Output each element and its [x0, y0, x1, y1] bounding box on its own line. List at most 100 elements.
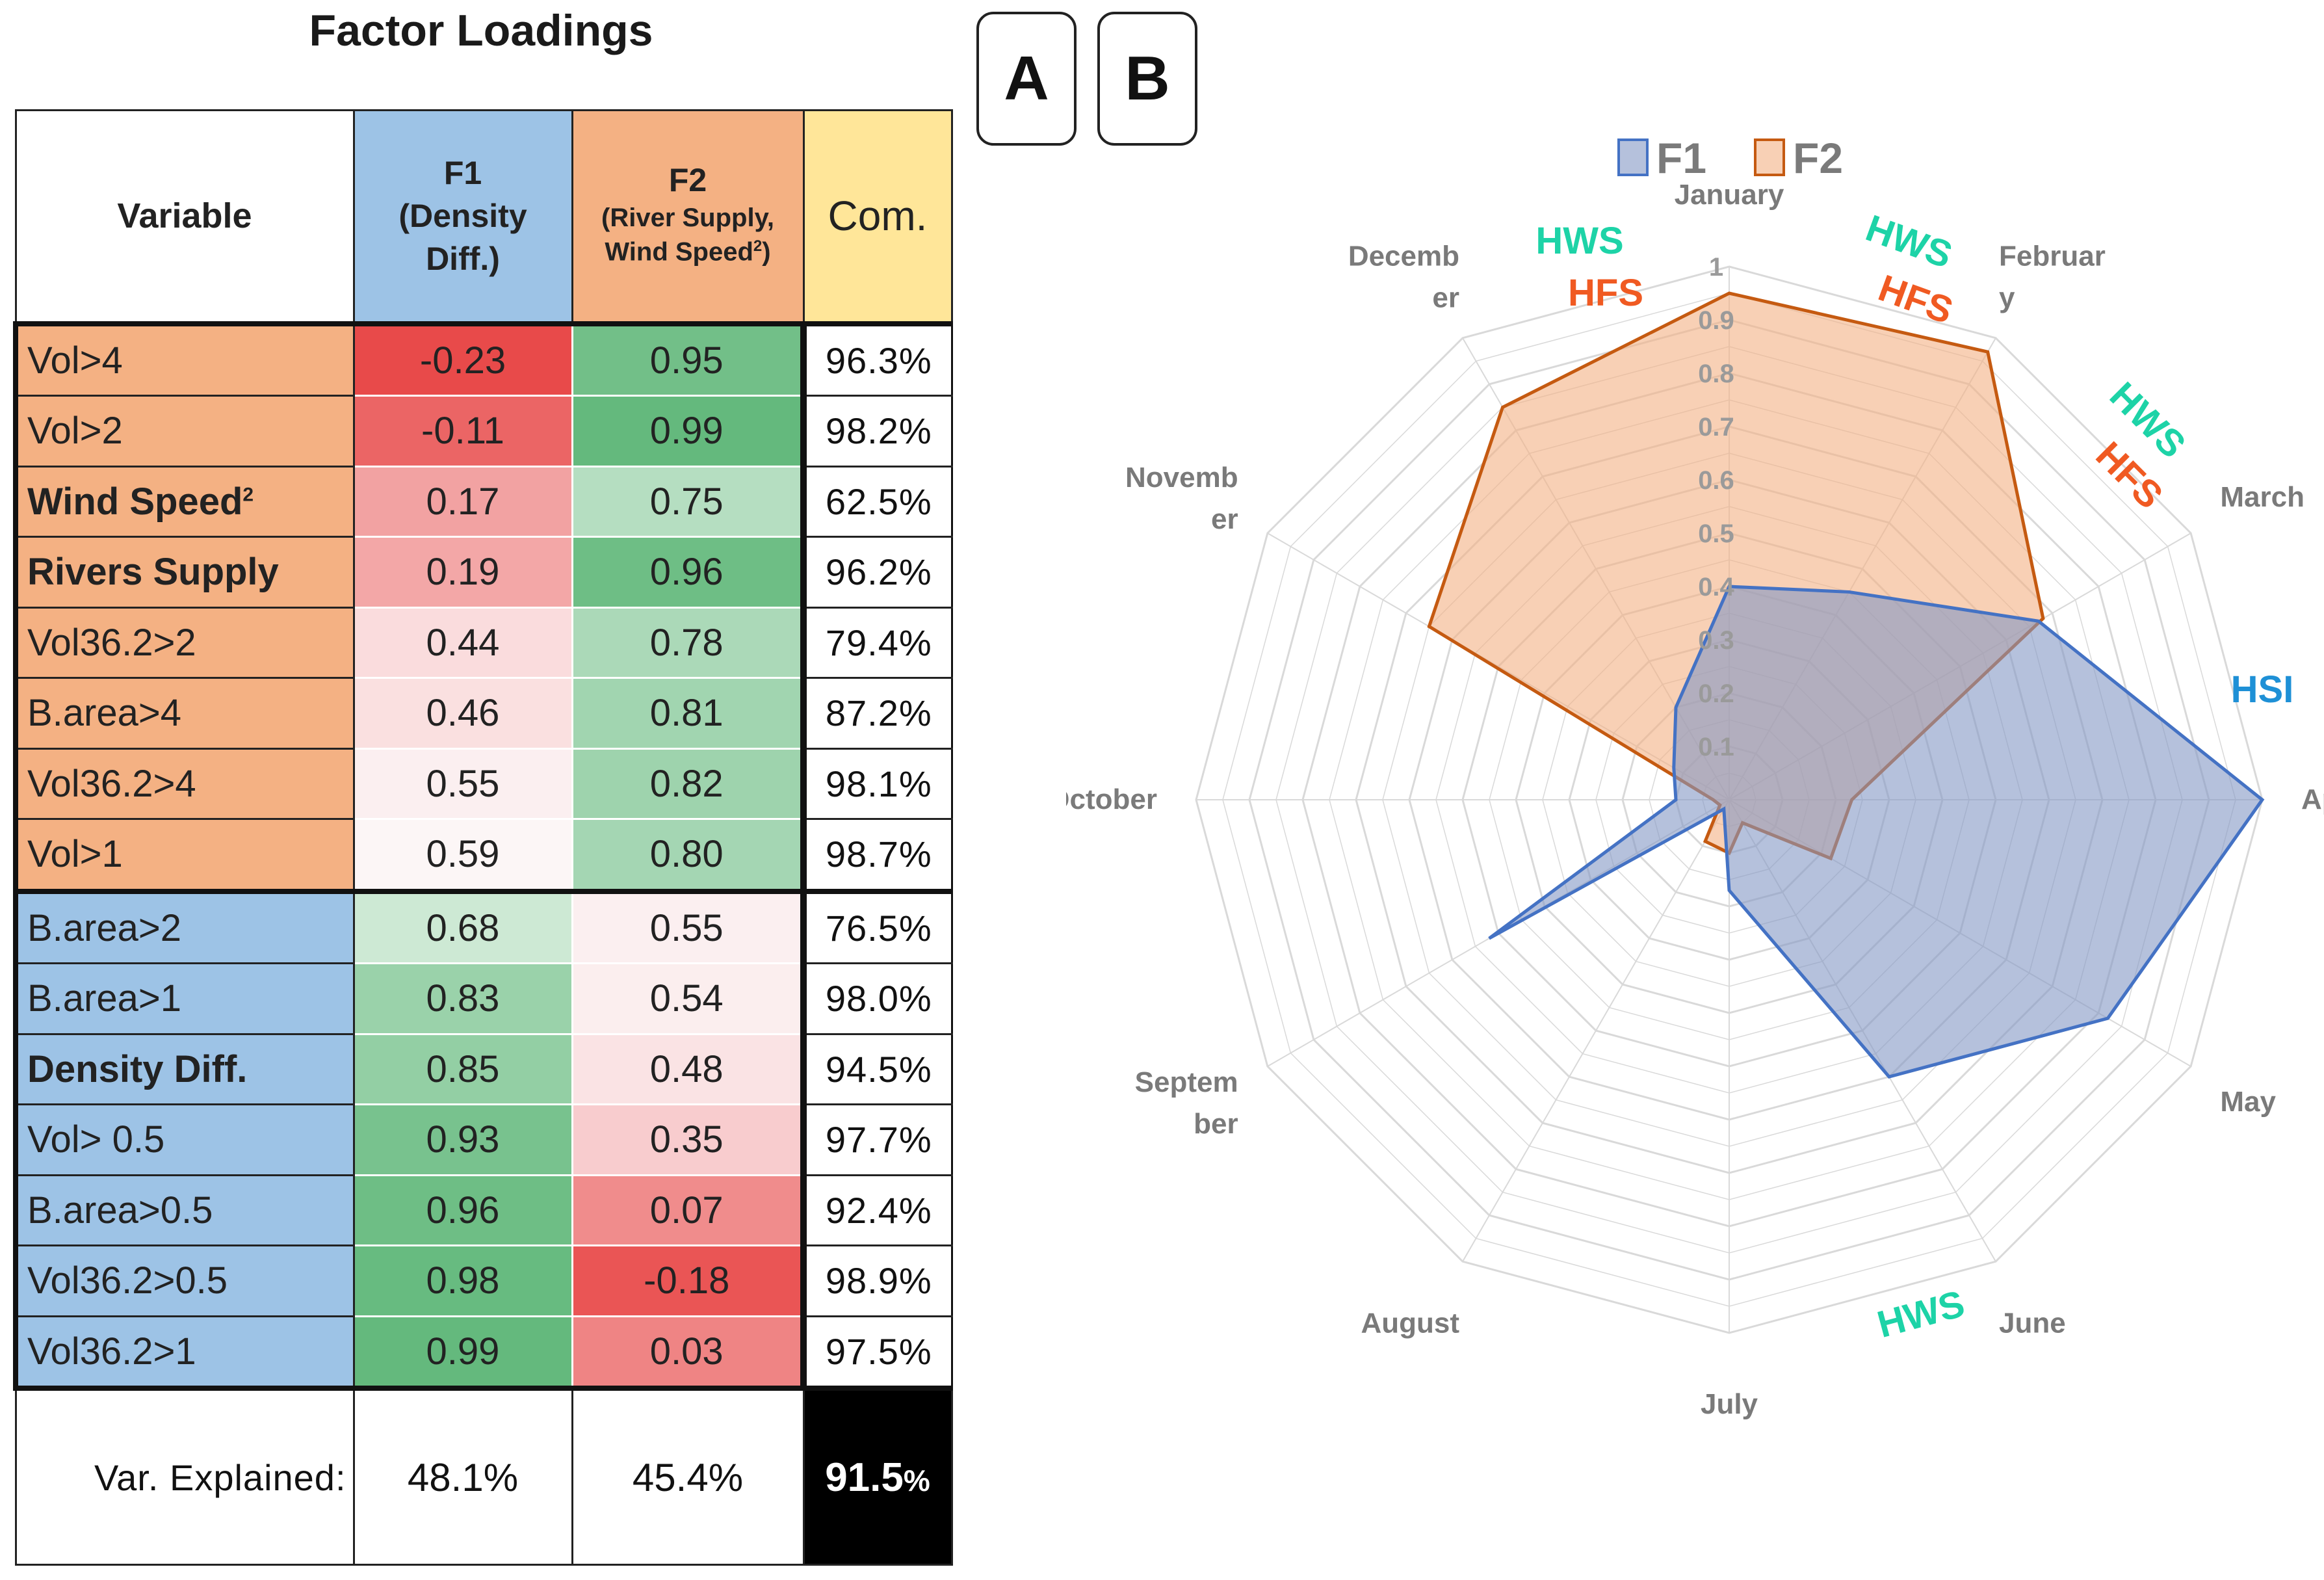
header-f2-sub2-row: Wind Speed2)	[574, 232, 802, 267]
r-tick-label: 0.1	[1698, 733, 1734, 761]
header-f1-sub2: Diff.)	[426, 241, 500, 278]
annotation-hws: HWS	[1861, 207, 1957, 276]
cell-f2: 0.82	[572, 748, 803, 819]
annotation-april: HSI	[2231, 668, 2294, 711]
table-row: B.area>4 0.46 0.81 87.2%	[13, 677, 953, 750]
footer-total-unit: %	[903, 1463, 930, 1497]
footer-total: 91.5%	[802, 1386, 953, 1566]
r-tick-label: 0.5	[1698, 520, 1734, 548]
variable-name: Vol36.2>4	[27, 762, 196, 805]
r-tick-label: 0.2	[1698, 679, 1734, 708]
radar-series	[1427, 291, 2265, 1079]
variable-name: B.area>2	[27, 906, 182, 949]
table-row: Vol> 0.5 0.93 0.35 97.7%	[13, 1103, 953, 1176]
month-label-line: y	[1999, 282, 2015, 314]
variable-name: Wind Speed	[27, 480, 243, 523]
variable-name: Vol36.2>2	[27, 621, 196, 664]
header-f1: F1 (Density Diff.)	[352, 109, 573, 325]
variable-name: B.area>0.5	[27, 1189, 213, 1231]
cell-variable: B.area>4	[13, 677, 355, 750]
header-f2-sub3: )	[762, 237, 771, 267]
cell-f1: 0.44	[354, 607, 572, 678]
legend-label-f2: F2	[1793, 134, 1843, 182]
cell-f1: 0.93	[354, 1104, 572, 1176]
table-row: Vol36.2>1 0.99 0.03 97.5%	[13, 1315, 953, 1389]
cell-f2: 0.03	[572, 1316, 803, 1389]
cell-f2: 0.78	[572, 607, 803, 678]
chart-legend: F1 F2	[1617, 134, 1843, 182]
month-label-august: August	[1361, 1307, 1459, 1339]
grid-spoke	[1462, 799, 1730, 1262]
cell-com: 98.1%	[800, 747, 953, 821]
header-f1-name: F1	[443, 155, 482, 192]
annotation-hws: HWS	[1535, 220, 1623, 262]
variable-name: Vol>4	[27, 339, 123, 382]
month-label-line: January	[1675, 179, 1784, 211]
variable-name: Rivers Supply	[27, 551, 279, 594]
cell-variable: Vol>2	[13, 395, 355, 467]
cell-variable: Vol> 0.5	[13, 1103, 355, 1176]
table-row: B.area>0.5 0.96 0.07 92.4%	[13, 1174, 953, 1247]
cell-variable: B.area>2	[13, 888, 355, 965]
month-label-line: May	[2220, 1086, 2276, 1118]
header-com: Com.	[802, 109, 953, 325]
cell-f2: 0.35	[572, 1104, 803, 1176]
header-f2-name: F2	[668, 162, 707, 199]
month-label-may: May	[2220, 1086, 2276, 1118]
panel-a-badge: A	[976, 12, 1077, 146]
month-label-line: July	[1701, 1388, 1758, 1420]
cell-com: 97.5%	[800, 1315, 953, 1389]
cell-f1: 0.85	[354, 1034, 572, 1105]
cell-f1: 0.46	[354, 678, 572, 749]
footer-row: Var. Explained: 48.1% 45.4% 91.5%	[14, 1386, 953, 1566]
cell-variable: Wind Speed2	[13, 465, 355, 538]
month-label-february: Februar y	[1999, 241, 2106, 314]
month-label-july: July	[1701, 1388, 1758, 1420]
cell-f2: 0.95	[572, 321, 803, 396]
cell-com: 96.2%	[800, 536, 953, 609]
cell-com: 98.0%	[800, 962, 953, 1035]
cell-f1: 0.55	[354, 748, 572, 819]
cell-f2: 0.54	[572, 963, 803, 1034]
cell-com: 79.4%	[800, 606, 953, 679]
annotation-hfs: HFS	[1568, 272, 1643, 314]
cell-f1: -0.11	[354, 395, 572, 467]
cell-variable: Vol>4	[13, 321, 355, 397]
month-label-april: April	[2301, 783, 2324, 815]
footer-f1: 48.1%	[352, 1386, 573, 1566]
panel-b-badge: B	[1097, 12, 1197, 146]
cell-com: 92.4%	[800, 1174, 953, 1247]
r-tick-label: 0.3	[1698, 626, 1734, 655]
cell-f1: 0.17	[354, 466, 572, 537]
radar-ticks: 0.1 0.2 0.3 0.4 0.5 0.6 0.7 0.8 0.9 1	[1698, 253, 1734, 761]
cell-f2: 0.55	[572, 888, 803, 964]
table-row: Vol>2 -0.11 0.99 98.2%	[13, 395, 953, 467]
month-label-line: Decemb	[1348, 241, 1459, 272]
cell-com: 98.2%	[800, 395, 953, 467]
cell-com: 98.9%	[800, 1244, 953, 1317]
table-row: Vol>1 0.59 0.80 98.7%	[13, 818, 953, 893]
table-row: Vol36.2>2 0.44 0.78 79.4%	[13, 606, 953, 679]
month-label-line: June	[1999, 1307, 2066, 1339]
annotation-january: HWS HFS	[1535, 220, 1643, 314]
cell-f2: -0.18	[572, 1245, 803, 1317]
month-label-line: ber	[1194, 1108, 1238, 1140]
month-label-september: Septem ber	[1135, 1066, 1238, 1140]
month-label-line: August	[1361, 1307, 1459, 1339]
month-label-march: March	[2220, 481, 2304, 513]
variable-name: Vol36.2>1	[27, 1330, 196, 1373]
cell-variable: Rivers Supply	[13, 536, 355, 609]
cell-variable: Vol>1	[13, 818, 355, 893]
cell-f2: 0.07	[572, 1175, 803, 1246]
variable-name: B.area>1	[27, 977, 182, 1020]
cell-f2: 0.75	[572, 466, 803, 537]
table-row: Density Diff. 0.85 0.48 94.5%	[13, 1033, 953, 1106]
month-label-line: April	[2301, 783, 2324, 815]
cell-com: 97.7%	[800, 1103, 953, 1176]
cell-variable: Vol36.2>0.5	[13, 1244, 355, 1317]
month-label-january: January	[1675, 179, 1784, 211]
month-label-line: Novemb	[1125, 462, 1238, 494]
month-labels: January Februar y March April May June July Augu…	[1066, 179, 2324, 1420]
table-row: Vol>4 -0.23 0.95 96.3%	[13, 321, 953, 397]
